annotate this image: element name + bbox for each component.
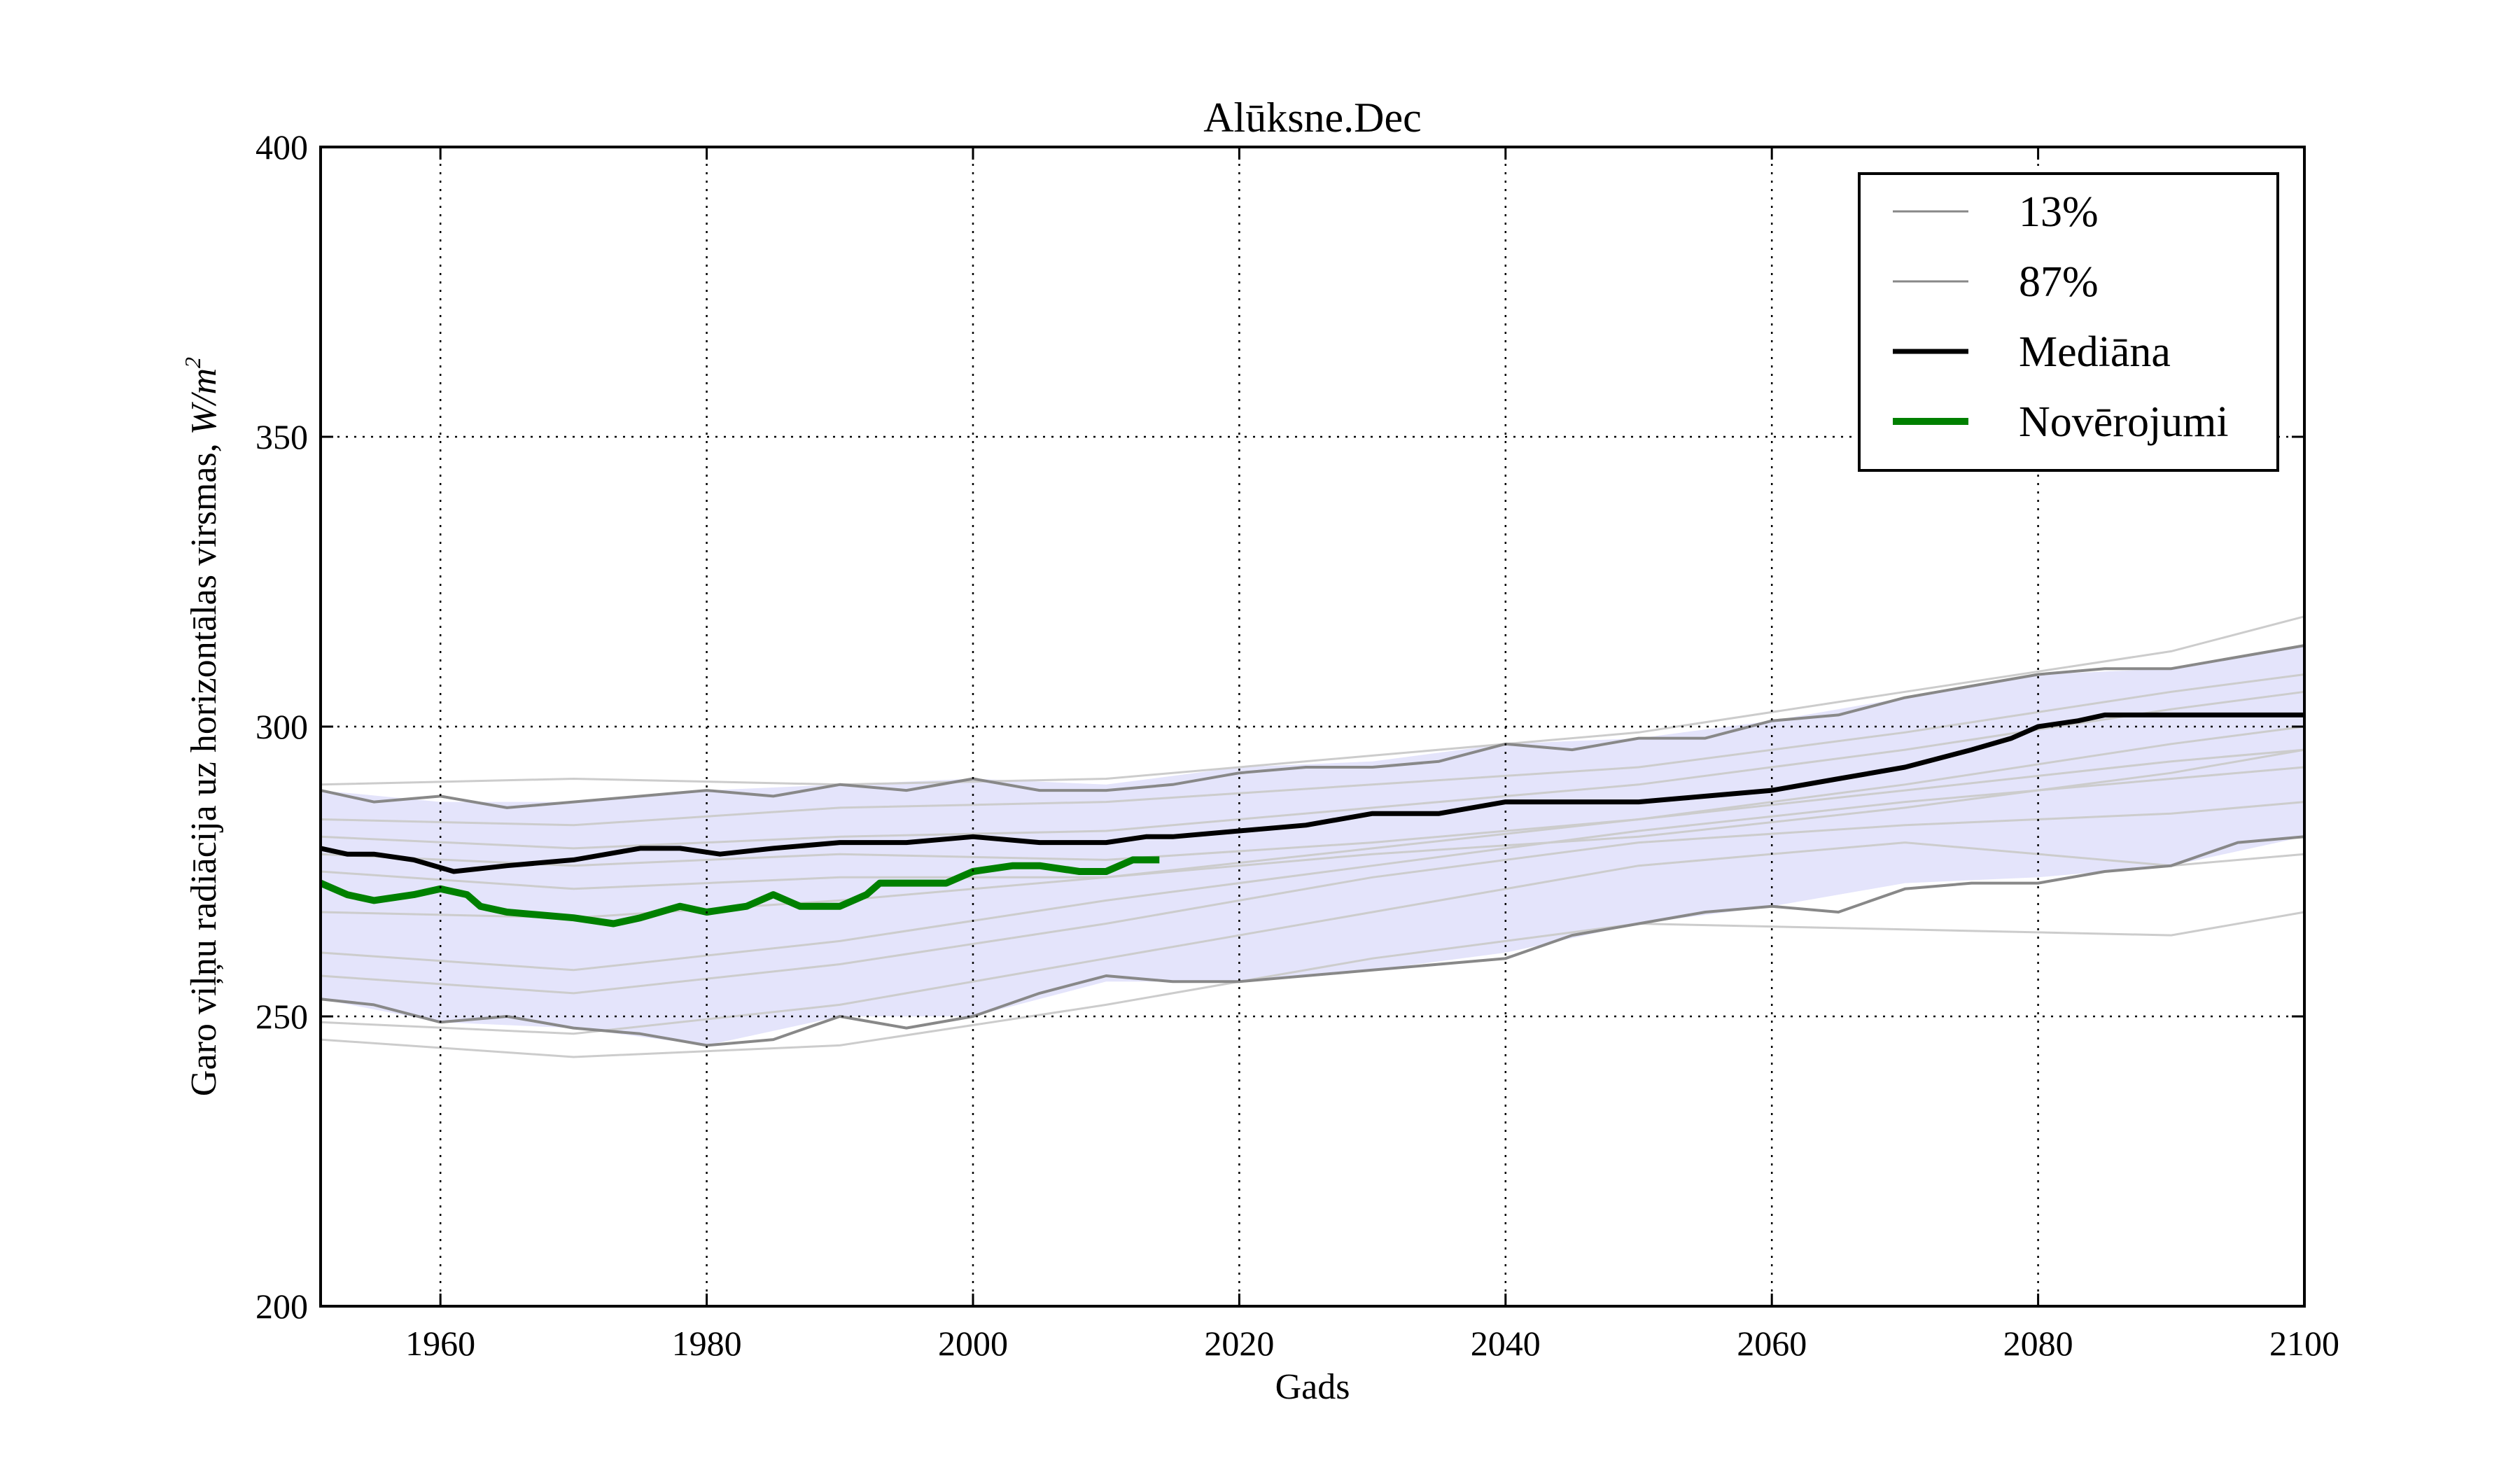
series-line-median bbox=[320, 712, 2304, 874]
x-tick-label: 2100 bbox=[2269, 1324, 2339, 1363]
x-tick-label: 2060 bbox=[1737, 1324, 1807, 1363]
ensemble-member-line-2 bbox=[320, 673, 2305, 827]
x-tick-label: 1960 bbox=[405, 1324, 475, 1363]
y-tick-label: 300 bbox=[255, 707, 308, 746]
x-tick-label: 2000 bbox=[938, 1324, 1008, 1363]
legend-label-87: 87% bbox=[2019, 258, 2099, 306]
ensemble-member-line-7 bbox=[320, 766, 2305, 972]
x-tick-label: 2020 bbox=[1204, 1324, 1274, 1363]
ensemble-member-line-1 bbox=[320, 615, 2305, 786]
legend: 13% 87% Mediāna Novērojumi bbox=[1858, 172, 2279, 472]
chart-title: Alūksne.Dec bbox=[1203, 94, 1422, 141]
series-line-87-percent bbox=[320, 644, 2305, 809]
y-axis-label-unit-exponent: 2 bbox=[180, 357, 205, 368]
ensemble-member-line-4 bbox=[320, 725, 2305, 867]
x-tick-label: 2080 bbox=[2003, 1324, 2073, 1363]
y-axis-label: Garo viļņu radiācija uz horizontālas vir… bbox=[180, 357, 224, 1096]
y-axis-label-unit: W/m bbox=[184, 368, 224, 435]
ticks: 1960 1980 2000 2020 2040 2060 2080 2100 200 250 30… bbox=[255, 127, 2339, 1363]
series-line-observations bbox=[319, 856, 1160, 927]
x-tick-label: 2040 bbox=[1471, 1324, 1541, 1363]
ensemble-member-line-10 bbox=[320, 911, 2305, 1058]
y-tick-label: 350 bbox=[255, 417, 308, 456]
series-line-13-percent bbox=[320, 835, 2305, 1047]
x-tick-label: 1980 bbox=[672, 1324, 742, 1363]
legend-label-observations: Novērojumi bbox=[2019, 398, 2229, 446]
grid bbox=[321, 147, 2304, 1306]
y-tick-label: 200 bbox=[255, 1287, 308, 1326]
legend-label-13: 13% bbox=[2019, 188, 2099, 236]
ensemble-member-line-9 bbox=[320, 841, 2305, 1035]
y-axis-label-text: Garo viļņu radiācija uz horizontālas vir… bbox=[184, 443, 224, 1096]
ensemble-member-line-8 bbox=[320, 801, 2305, 995]
ensemble-member-line-5 bbox=[320, 748, 2305, 890]
x-axis-label: Gads bbox=[1275, 1367, 1350, 1407]
y-tick-label: 400 bbox=[255, 127, 308, 167]
ensemble-member-line-3 bbox=[320, 690, 2305, 850]
legend-label-median: Mediāna bbox=[2019, 328, 2171, 376]
plot-area bbox=[319, 615, 2305, 1058]
y-tick-label: 250 bbox=[255, 997, 308, 1036]
